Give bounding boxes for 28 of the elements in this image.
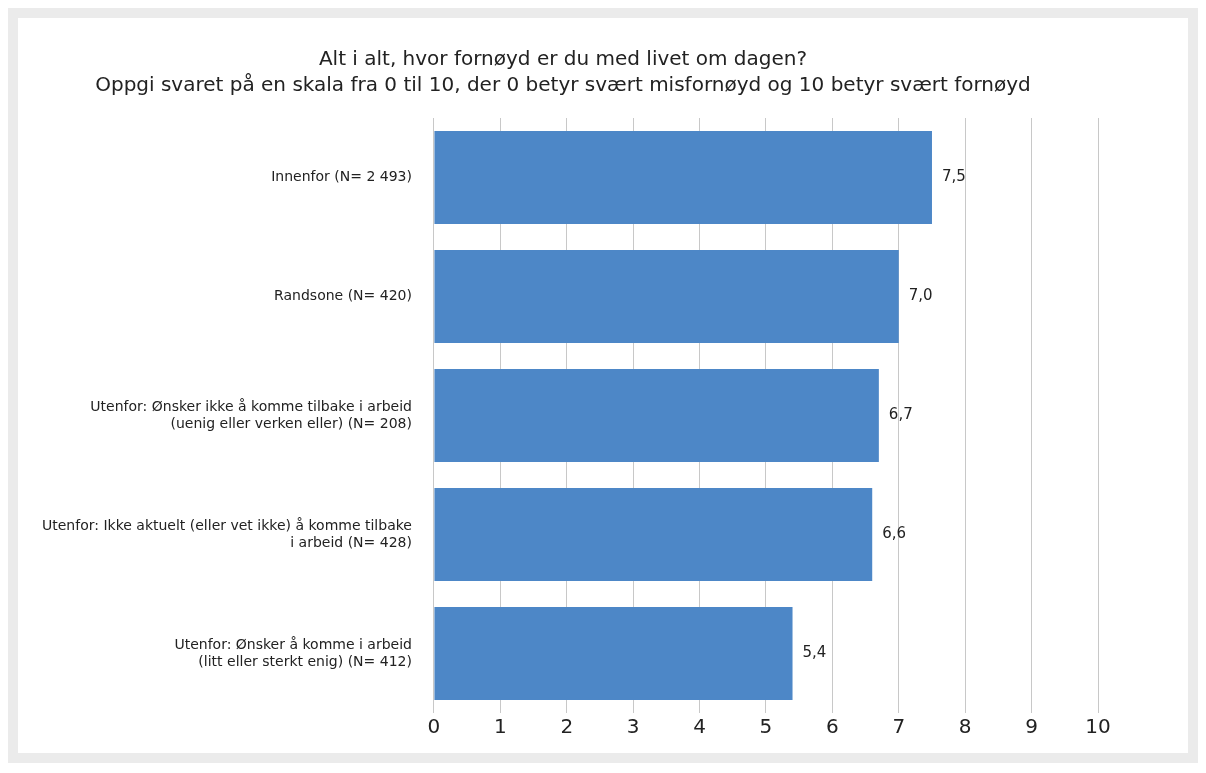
x-tick-label: 6 bbox=[826, 714, 839, 739]
bar bbox=[434, 607, 793, 700]
bar bbox=[434, 488, 873, 581]
data-label: 6,7 bbox=[888, 405, 913, 424]
bar bbox=[434, 369, 879, 462]
bar bbox=[434, 131, 932, 224]
data-label: 6,6 bbox=[882, 524, 907, 543]
bar bbox=[434, 250, 899, 343]
x-tick-label: 7 bbox=[892, 714, 906, 739]
y-tick-label: Utenfor: Ønsker å komme i arbeid (litt eller sterkt enig) (N= 412) bbox=[174, 635, 412, 669]
y-tick-label: Innenfor (N= 2 493) bbox=[271, 168, 412, 185]
x-tick-label: 9 bbox=[1025, 714, 1038, 739]
y-tick-label: Utenfor: Ønsker ikke å komme tilbake i arbeid (uenig eller verken eller) (N= 208) bbox=[90, 397, 412, 431]
x-tick-label: 8 bbox=[958, 714, 972, 739]
y-tick-label: Utenfor: Ikke aktuelt (eller vet ikke) å komme tilbake i arbeid (N= 428) bbox=[42, 516, 412, 550]
x-tick-label: 1 bbox=[493, 714, 507, 739]
x-tick-label: 5 bbox=[759, 714, 773, 739]
x-tick-label: 10 bbox=[1085, 714, 1111, 739]
chart-subtitle: Oppgi svaret på en skala fra 0 til 10, der 0 betyr svært misfornøyd og 10 betyr svært fornøyd bbox=[95, 72, 1031, 97]
x-tick-label: 3 bbox=[626, 714, 640, 739]
y-tick-label: Randsone (N= 420) bbox=[274, 287, 412, 304]
x-tick-label: 0 bbox=[427, 714, 441, 739]
data-label: 7,5 bbox=[941, 167, 966, 186]
data-label: 7,0 bbox=[908, 286, 933, 305]
x-tick-label: 4 bbox=[693, 714, 706, 739]
data-label: 5,4 bbox=[802, 643, 827, 662]
x-tick-label: 2 bbox=[560, 714, 574, 739]
chart-title: Alt i alt, hvor fornøyd er du med livet om dagen? bbox=[318, 46, 808, 71]
